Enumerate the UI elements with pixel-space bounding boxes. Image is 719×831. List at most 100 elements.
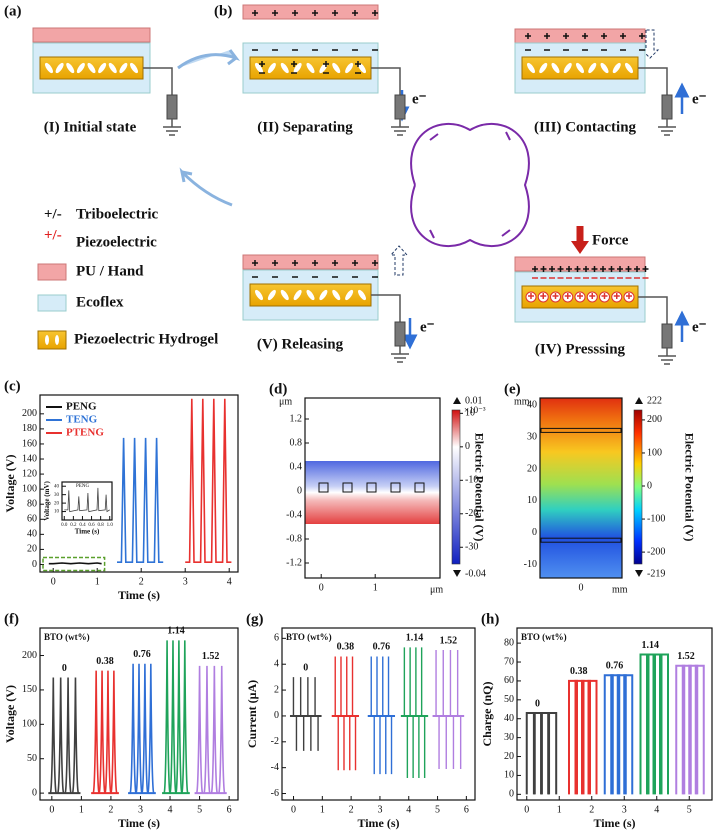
particle xyxy=(563,62,572,74)
y-tick-label: 0 xyxy=(532,527,537,538)
x-tick-label: 0.2 xyxy=(70,523,77,528)
group-label: 0.38 xyxy=(96,656,114,667)
x-tick-label: 3 xyxy=(622,804,627,815)
pulse xyxy=(547,712,558,795)
y-tick-label: 6 xyxy=(274,633,279,644)
pulse xyxy=(646,653,656,795)
inset-legend: PENG xyxy=(76,484,89,489)
pulse xyxy=(652,653,663,795)
y-tick-label: 0 xyxy=(509,789,514,800)
state-label: (II) Separating xyxy=(257,119,353,135)
particle xyxy=(55,335,59,345)
legend-text: PU / Hand xyxy=(76,263,144,279)
charge-plus xyxy=(620,33,626,39)
pu-layer xyxy=(514,256,646,272)
spike xyxy=(64,677,72,794)
charge-plus xyxy=(372,10,378,16)
pulse xyxy=(639,653,650,795)
charge-plus xyxy=(332,10,338,16)
charge-plus xyxy=(312,260,318,266)
ground xyxy=(391,346,409,363)
y-tick-label: 200 xyxy=(22,650,37,661)
y-tick-label: 100 xyxy=(22,719,37,730)
state-label: (III) Contacting xyxy=(534,119,637,135)
charge-plus xyxy=(525,33,531,39)
particle xyxy=(306,289,315,301)
electrode xyxy=(390,482,401,493)
colorbar xyxy=(633,409,643,565)
y-tick-label: 50 xyxy=(504,694,514,705)
charge-plus xyxy=(639,33,645,39)
state-label: (IV) Presssing xyxy=(535,341,626,357)
y-axis-label: Charge (nQ) xyxy=(480,682,494,747)
colorbar-tick-label: 0 xyxy=(647,480,652,491)
legend-label: TENG xyxy=(66,414,98,426)
charge-plus xyxy=(292,10,298,16)
group-label: 1.52 xyxy=(677,651,695,662)
group-label: 1.14 xyxy=(406,633,424,644)
spike xyxy=(299,677,305,751)
pulse xyxy=(694,664,705,795)
x-tick-label: 0.4 xyxy=(79,523,86,528)
y-tick-label: 50 xyxy=(27,753,37,764)
y-tick-label: 20 xyxy=(27,544,37,555)
charge-plus xyxy=(332,260,338,266)
group-label: 0 xyxy=(62,663,67,674)
x-tick-label: 0.8 xyxy=(98,523,105,528)
x-axis-label: Time (s) xyxy=(75,528,100,536)
y-tick-label: 1.2 xyxy=(290,413,303,424)
panel-label: (b) xyxy=(214,3,232,19)
y-tick-label: 40 xyxy=(54,484,60,489)
wire xyxy=(143,67,173,95)
particle xyxy=(345,62,354,74)
y-tick-label: 70 xyxy=(504,656,514,667)
cycle-arrowheads xyxy=(429,131,511,239)
charge-plus xyxy=(574,266,581,272)
spike xyxy=(346,656,351,771)
particle xyxy=(357,289,367,301)
x-tick-label: 5 xyxy=(687,804,692,815)
colorbar-tick-label: -200 xyxy=(647,546,665,557)
series-line xyxy=(64,487,110,513)
charge-plus xyxy=(528,293,534,299)
particle xyxy=(345,289,354,301)
x-axis-label: Time (s) xyxy=(118,588,160,602)
particle xyxy=(624,62,634,74)
spike xyxy=(307,677,312,751)
x-axis-label: Time (s) xyxy=(357,816,399,830)
charge-plus xyxy=(577,293,583,299)
spike xyxy=(292,677,298,751)
spike xyxy=(442,649,447,769)
charge-plus xyxy=(608,266,615,272)
charge-plus xyxy=(600,266,606,272)
particle xyxy=(332,289,341,301)
pulse xyxy=(581,679,591,795)
y-tick-label: 150 xyxy=(22,684,37,695)
plot-frame xyxy=(281,627,476,801)
group-label: 0.76 xyxy=(133,649,151,660)
cycle-loop xyxy=(410,122,530,248)
y-tick-label: 0.8 xyxy=(290,437,303,448)
force-label: Force xyxy=(592,232,629,248)
electron-label: e⁻ xyxy=(420,319,435,335)
spike xyxy=(387,656,393,775)
series-line xyxy=(185,398,232,563)
particle xyxy=(332,62,341,74)
spike xyxy=(110,670,118,794)
particle xyxy=(87,62,96,74)
charge-plus xyxy=(564,293,571,299)
colorbar-tick-label: -30 xyxy=(465,542,478,553)
y-tick-label: 60 xyxy=(27,514,37,525)
particle xyxy=(357,62,367,74)
x-tick-label: 3 xyxy=(183,576,188,587)
y-tick-label: 0 xyxy=(32,787,37,798)
y-tick-label: -1.2 xyxy=(286,557,302,568)
spike xyxy=(56,677,65,794)
panel-label: (h) xyxy=(481,611,499,627)
spike xyxy=(334,656,339,771)
y-tick-label: 100 xyxy=(22,483,37,494)
spike xyxy=(104,670,112,794)
transition-arrow xyxy=(177,49,241,70)
pu-layer xyxy=(32,27,151,43)
